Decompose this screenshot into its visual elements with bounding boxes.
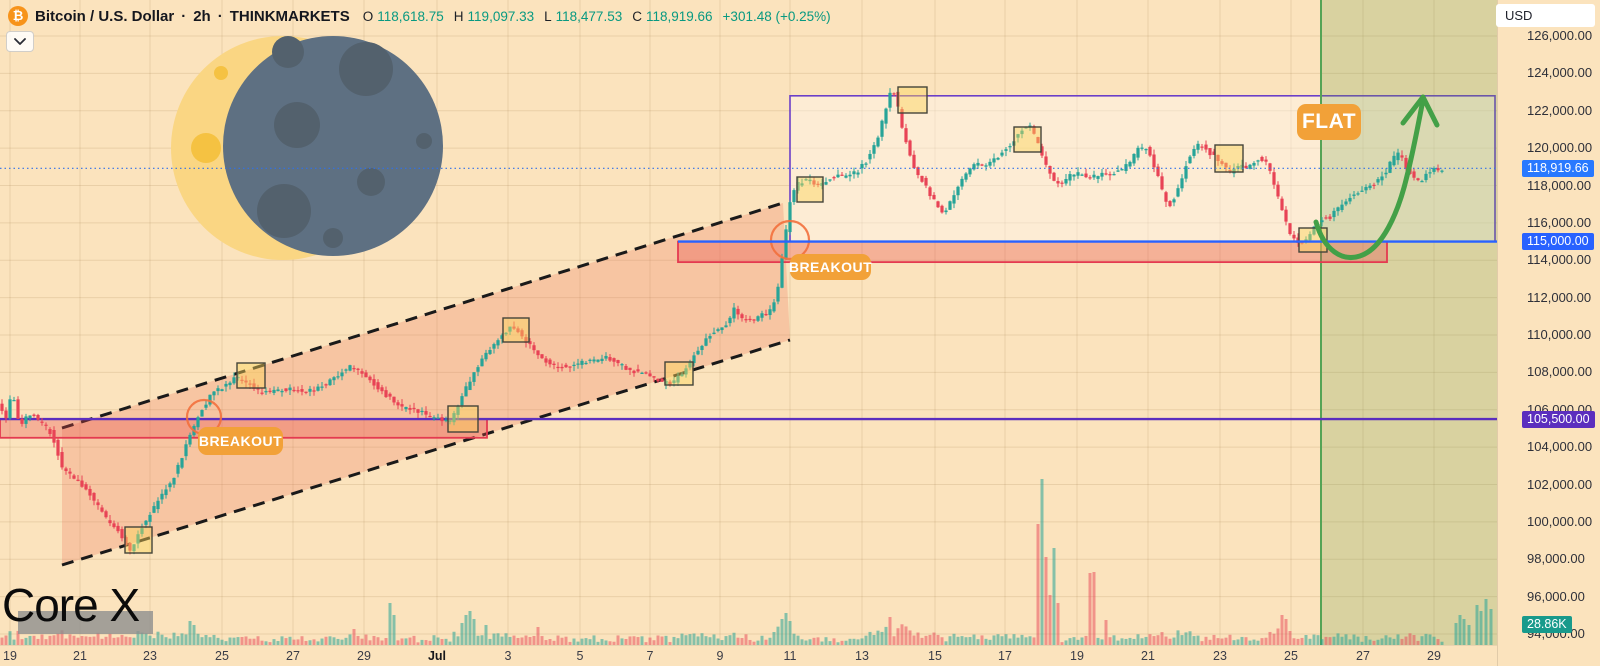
price-tick-label: 102,000.00 <box>1527 476 1593 492</box>
projection-zone <box>1320 0 1497 645</box>
price-tick-label: 100,000.00 <box>1527 513 1593 529</box>
price-tick-label: 122,000.00 <box>1527 102 1593 118</box>
moon-illustration <box>171 36 443 260</box>
open-label: O <box>362 8 374 24</box>
date-tick-label: 3 <box>504 649 512 663</box>
flat-label: FLAT <box>1297 104 1361 140</box>
close-label: C <box>632 8 642 24</box>
candles-layer <box>0 87 1444 555</box>
volume-layer <box>0 479 1493 645</box>
level-105500-badge[interactable]: 105,500.00 <box>1522 410 1595 428</box>
price-tick-label: 114,000.00 <box>1527 252 1592 268</box>
price-tick-label: 124,000.00 <box>1527 65 1593 81</box>
ohlc-readout: O 118,618.75 H 119,097.33 L 118,477.53 C… <box>363 9 831 24</box>
price-tick-label: 96,000.00 <box>1527 588 1585 604</box>
date-tick-label: 13 <box>855 649 869 663</box>
exchange-label[interactable]: THINKMARKETS <box>229 7 350 25</box>
currency-toggle-button[interactable]: USD <box>1496 4 1595 27</box>
open-value: 118,618.75 <box>377 8 444 24</box>
high-label: H <box>453 8 464 24</box>
date-tick-label: Jul <box>427 649 447 663</box>
change-value: +301.48 (+0.25%) <box>722 8 831 24</box>
close-value: 118,919.66 <box>645 8 713 24</box>
date-tick-label: 21 <box>73 649 87 663</box>
volume-badge: 28.86K <box>1522 616 1572 633</box>
date-tick-label: 21 <box>1141 649 1155 663</box>
level-115000-badge[interactable]: 115,000.00 <box>1522 233 1594 251</box>
current-price-badge: 118,919.66 <box>1522 159 1594 177</box>
projection-arrow <box>1313 94 1440 260</box>
bitcoin-icon: ₿ <box>8 6 28 26</box>
collapse-header-button[interactable] <box>6 31 34 52</box>
date-tick-label: 19 <box>1070 649 1084 663</box>
watermark-text: Core X <box>2 579 140 631</box>
price-tick-label: 108,000.00 <box>1527 364 1593 380</box>
price-tick-label: 110,000.00 <box>1527 327 1592 342</box>
low-label: L <box>544 8 552 24</box>
ascending-channel <box>61 201 791 567</box>
date-tick-label: 5 <box>576 649 584 663</box>
date-tick-label: 25 <box>1284 649 1298 663</box>
date-tick-label: 23 <box>143 649 157 663</box>
date-tick-label: 23 <box>1213 649 1227 663</box>
symbol-title[interactable]: Bitcoin / U.S. Dollar <box>35 7 175 25</box>
date-tick-label: 11 <box>783 649 797 663</box>
symbol-header[interactable]: ₿ Bitcoin / U.S. Dollar · 2h · THINKMARK… <box>8 6 831 26</box>
watermark-highlight-box <box>18 611 153 634</box>
price-tick-label: 112,000.00 <box>1527 289 1592 305</box>
date-tick-label: 17 <box>998 649 1012 663</box>
price-tick-label: 98,000.00 <box>1527 551 1585 567</box>
time-axis-separator <box>0 645 1497 646</box>
date-tick-label: 25 <box>215 649 229 663</box>
price-tick-label: 104,000.00 <box>1527 439 1593 455</box>
low-value: 118,477.53 <box>555 8 623 24</box>
header-separator: · <box>217 7 223 25</box>
header-separator: · <box>181 7 187 25</box>
date-tick-label: 29 <box>1427 649 1441 663</box>
date-tick-label: 7 <box>646 649 654 663</box>
date-tick-label: 9 <box>716 649 724 663</box>
breakout-label-2: BREAKOUT <box>789 254 872 280</box>
date-tick-label: 19 <box>3 649 17 663</box>
chevron-down-icon <box>14 37 26 45</box>
date-tick-label: 27 <box>286 649 300 663</box>
price-tick-label: 118,000.00 <box>1527 177 1592 193</box>
price-tick-label: 116,000.00 <box>1527 214 1592 230</box>
breakout-label-1: BREAKOUT <box>198 427 283 455</box>
price-tick-label: 120,000.00 <box>1527 140 1593 156</box>
high-value: 119,097.33 <box>467 8 535 24</box>
date-tick-label: 29 <box>357 649 371 663</box>
price-axis-separator <box>1497 0 1498 666</box>
date-tick-label: 27 <box>1356 649 1370 663</box>
date-tick-label: 15 <box>928 649 942 663</box>
price-tick-label: 126,000.00 <box>1527 28 1593 43</box>
interval-label[interactable]: 2h <box>193 7 211 25</box>
currency-label: USD <box>1505 8 1533 23</box>
